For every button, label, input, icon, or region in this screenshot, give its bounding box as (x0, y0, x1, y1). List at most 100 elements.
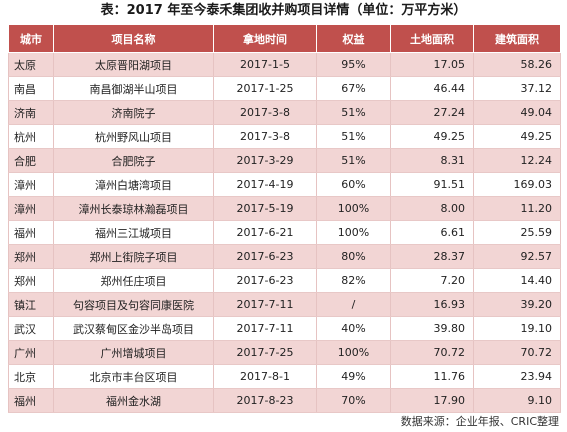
table-row: 郑州 郑州任庄项目 2017-6-23 82% 7.20 14.40 (8, 268, 561, 293)
table-row: 济南 济南院子 2017-3-8 51% 27.24 49.04 (8, 100, 561, 125)
cell-date: 2017-1-5 (213, 52, 317, 77)
cell-date: 2017-6-23 (213, 268, 317, 293)
cell-date: 2017-3-8 (213, 100, 317, 125)
cell-building-area: 70.72 (473, 340, 561, 365)
cell-land-area: 8.31 (390, 148, 474, 173)
cell-building-area: 23.94 (473, 364, 561, 389)
cell-equity: 49% (316, 364, 391, 389)
cell-city: 济南 (8, 100, 54, 125)
cell-city: 武汉 (8, 316, 54, 341)
cell-city: 福州 (8, 388, 54, 413)
cell-building-area: 37.12 (473, 76, 561, 101)
cell-date: 2017-3-8 (213, 124, 317, 149)
cell-equity: 51% (316, 148, 391, 173)
cell-city: 南昌 (8, 76, 54, 101)
cell-equity: 51% (316, 100, 391, 125)
cell-equity: 82% (316, 268, 391, 293)
cell-equity: 100% (316, 340, 391, 365)
cell-land-area: 6.61 (390, 220, 474, 245)
cell-equity: 70% (316, 388, 391, 413)
cell-building-area: 11.20 (473, 196, 561, 221)
cell-land-area: 28.37 (390, 244, 474, 269)
acquisition-table: 城市 项目名称 拿地时间 权益 土地面积 建筑面积 太原 太原晋阳湖项目 2017-… (8, 24, 561, 413)
table-row: 郑州 郑州上街院子项目 2017-6-23 80% 28.37 92.57 (8, 244, 561, 269)
cell-equity: 67% (316, 76, 391, 101)
cell-building-area: 169.03 (473, 172, 561, 197)
column-header-date: 拿地时间 (213, 24, 317, 53)
cell-land-area: 39.80 (390, 316, 474, 341)
cell-city: 合肥 (8, 148, 54, 173)
cell-date: 2017-7-11 (213, 292, 317, 317)
table-row: 镇江 句容项目及句容同康医院 2017-7-11/16.93 39.20 (8, 292, 561, 317)
cell-date: 2017-8-23 (213, 388, 317, 413)
cell-land-area: 17.90 (390, 388, 474, 413)
table-row: 南昌 南昌御湖半山项目 2017-1-25 67% 46.44 37.12 (8, 76, 561, 101)
cell-equity: 100% (316, 196, 391, 221)
cell-project-name: 广州增城项目 (53, 340, 214, 365)
cell-date: 2017-6-23 (213, 244, 317, 269)
cell-project-name: 句容项目及句容同康医院 (53, 292, 214, 317)
cell-land-area: 27.24 (390, 100, 474, 125)
cell-project-name: 漳州长泰琼林瀚磊项目 (53, 196, 214, 221)
cell-building-area: 58.26 (473, 52, 561, 77)
table-title: 表：2017 年至今泰禾集团收并购项目详情（单位：万平方米） (100, 3, 467, 18)
cell-city: 郑州 (8, 268, 54, 293)
cell-city: 漳州 (8, 196, 54, 221)
cell-equity: 40% (316, 316, 391, 341)
table-row: 合肥 合肥院子 2017-3-29 51% 8.31 12.24 (8, 148, 561, 173)
cell-city: 镇江 (8, 292, 54, 317)
cell-city: 郑州 (8, 244, 54, 269)
cell-equity: 60% (316, 172, 391, 197)
table-body: 太原 太原晋阳湖项目 2017-1-5 95% 17.05 58.26 南昌 南昌御湖半山项目… (8, 52, 561, 413)
cell-land-area: 16.93 (390, 292, 474, 317)
cell-building-area: 39.20 (473, 292, 561, 317)
cell-date: 2017-1-25 (213, 76, 317, 101)
cell-building-area: 49.04 (473, 100, 561, 125)
cell-date: 2017-7-11 (213, 316, 317, 341)
cell-building-area: 9.10 (473, 388, 561, 413)
cell-project-name: 福州三江城项目 (53, 220, 214, 245)
table-row: 杭州 杭州野风山项目 2017-3-8 51% 49.25 49.25 (8, 124, 561, 149)
cell-city: 广州 (8, 340, 54, 365)
cell-land-area: 11.76 (390, 364, 474, 389)
cell-city: 漳州 (8, 172, 54, 197)
cell-land-area: 17.05 (390, 52, 474, 77)
table-row: 福州 福州三江城项目 2017-6-21 100% 6.61 25.59 (8, 220, 561, 245)
cell-city: 福州 (8, 220, 54, 245)
cell-date: 2017-3-29 (213, 148, 317, 173)
table-row: 福州 福州金水湖 2017-8-23 70% 17.90 9.10 (8, 388, 561, 413)
cell-date: 2017-7-25 (213, 340, 317, 365)
cell-date: 2017-8-1 (213, 364, 317, 389)
cell-land-area: 46.44 (390, 76, 474, 101)
cell-project-name: 郑州任庄项目 (53, 268, 214, 293)
cell-city: 杭州 (8, 124, 54, 149)
cell-equity: 51% (316, 124, 391, 149)
cell-date: 2017-6-21 (213, 220, 317, 245)
cell-land-area: 91.51 (390, 172, 474, 197)
cell-building-area: 19.10 (473, 316, 561, 341)
column-header-land-area: 土地面积 (390, 24, 474, 53)
column-header-project: 项目名称 (53, 24, 214, 53)
cell-project-name: 武汉蔡甸区金沙半岛项目 (53, 316, 214, 341)
cell-date: 2017-4-19 (213, 172, 317, 197)
data-source-note: 数据来源：企业年报、CRIC整理 (400, 415, 559, 428)
cell-project-name: 杭州野风山项目 (53, 124, 214, 149)
cell-equity: 80% (316, 244, 391, 269)
table-row: 漳州 漳州长泰琼林瀚磊项目 2017-5-19 100% 8.00 11.20 (8, 196, 561, 221)
table-row: 广州 广州增城项目 2017-7-25 100% 70.72 70.72 (8, 340, 561, 365)
cell-building-area: 25.59 (473, 220, 561, 245)
table-row: 漳州 漳州白塘湾项目 2017-4-19 60% 91.51 169.03 (8, 172, 561, 197)
table-row: 武汉 武汉蔡甸区金沙半岛项目 2017-7-11 40% 39.80 19.10 (8, 316, 561, 341)
cell-project-name: 合肥院子 (53, 148, 214, 173)
cell-project-name: 济南院子 (53, 100, 214, 125)
cell-city: 北京 (8, 364, 54, 389)
cell-equity: / (316, 292, 391, 317)
cell-equity: 100% (316, 220, 391, 245)
cell-land-area: 70.72 (390, 340, 474, 365)
cell-building-area: 12.24 (473, 148, 561, 173)
column-header-equity: 权益 (316, 24, 391, 53)
cell-project-name: 南昌御湖半山项目 (53, 76, 214, 101)
cell-project-name: 北京市丰台区项目 (53, 364, 214, 389)
cell-project-name: 漳州白塘湾项目 (53, 172, 214, 197)
